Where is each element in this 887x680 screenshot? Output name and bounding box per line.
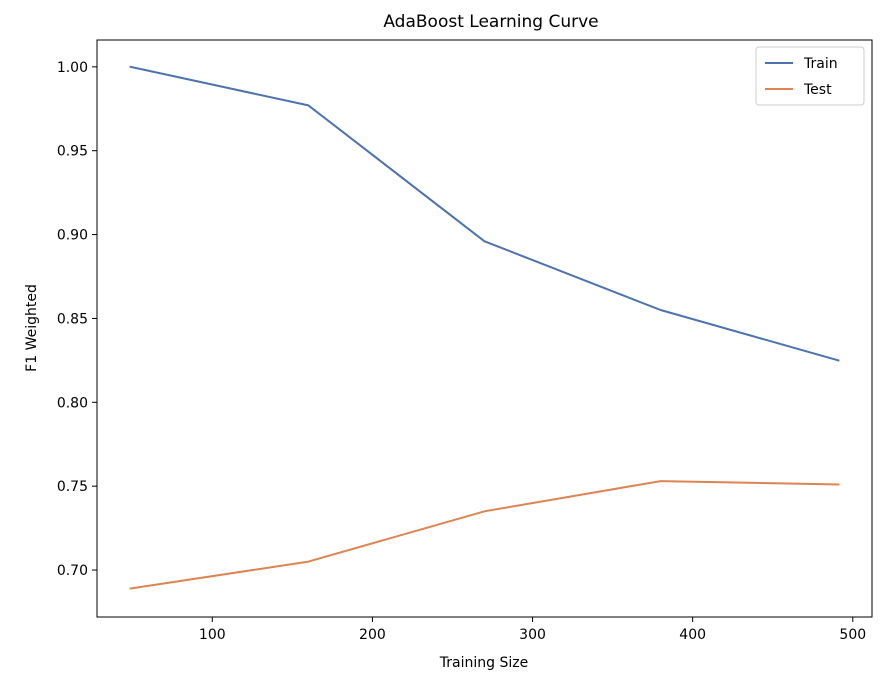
y-tick-label: 0.85 (57, 311, 88, 327)
y-tick-label: 0.95 (57, 144, 88, 160)
x-tick-label: 500 (839, 627, 866, 643)
x-tick-label: 200 (359, 627, 386, 643)
plot-frame (96, 39, 873, 618)
legend-label-test: Test (803, 82, 832, 98)
y-axis-title: F1 Weighted (24, 284, 40, 372)
series-line-train (129, 65, 840, 362)
x-axis: 100 200 300 400 500 (199, 617, 866, 643)
x-axis-title: Training Size (439, 655, 528, 671)
x-tick-label: 300 (519, 627, 546, 643)
y-tick-label: 1.00 (57, 60, 88, 76)
legend: Train Test (755, 46, 865, 106)
x-tick-label: 400 (679, 627, 706, 643)
y-tick-label: 0.80 (57, 395, 88, 411)
chart-title: AdaBoost Learning Curve (383, 12, 598, 32)
legend-box (755, 46, 865, 106)
legend-label-train: Train (803, 56, 838, 72)
y-tick-label: 0.75 (57, 479, 88, 495)
series-line-test (129, 480, 840, 590)
y-tick-label: 0.70 (57, 563, 88, 579)
y-axis: 0.70 0.75 0.80 0.85 0.90 0.95 1.00 (57, 60, 97, 579)
y-tick-label: 0.90 (57, 228, 88, 244)
plot-area (129, 65, 840, 590)
x-tick-label: 100 (199, 627, 226, 643)
